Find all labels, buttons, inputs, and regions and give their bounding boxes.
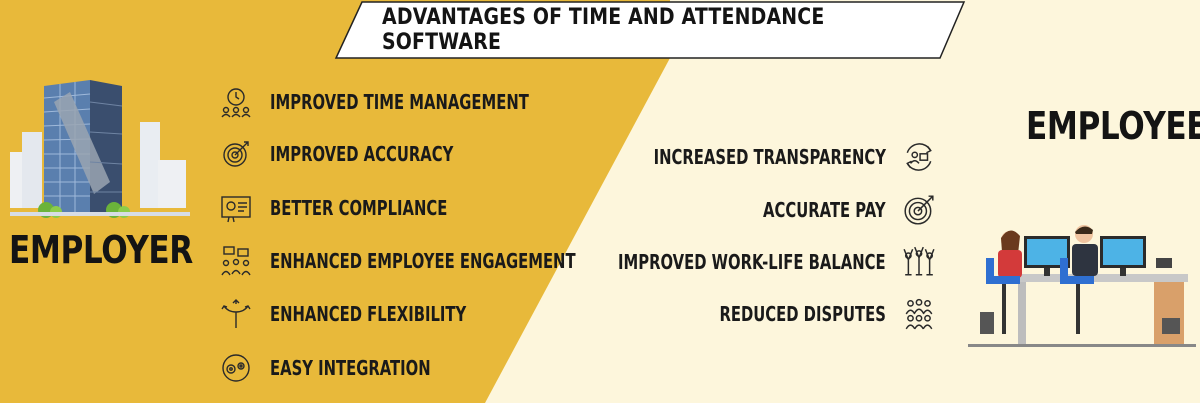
list-item: EASY INTEGRATION <box>220 346 560 390</box>
person-cycle-icon <box>902 140 936 174</box>
list-item: BETTER COMPLIANCE <box>220 186 560 230</box>
gears-icon <box>220 352 252 384</box>
list-item: ACCURATE PAY <box>506 188 936 232</box>
list-item: IMPROVED WORK-LIFE BALANCE <box>506 240 936 284</box>
employee-heading: EMPLOYEE <box>1026 104 1200 148</box>
list-item-label: IMPROVED ACCURACY <box>270 142 454 166</box>
group-chat-icon <box>220 245 252 277</box>
employer-heading: EMPLOYER <box>9 228 193 272</box>
list-item: REDUCED DISPUTES <box>506 292 936 336</box>
list-item-label: EASY INTEGRATION <box>270 356 431 380</box>
list-item: IMPROVED ACCURACY <box>220 132 560 176</box>
list-item: IMPROVED TIME MANAGEMENT <box>220 80 560 124</box>
cheering-people-icon <box>902 245 936 279</box>
list-item-label: ENHANCED EMPLOYEE ENGAGEMENT <box>270 249 576 273</box>
target-icon <box>902 193 936 227</box>
people-group-icon <box>902 297 936 331</box>
title-banner <box>334 1 966 59</box>
page-title: ADVANTAGES OF TIME AND ATTENDANCE SOFTWA… <box>382 5 825 55</box>
title-banner-shape <box>334 1 966 59</box>
list-item-label: ACCURATE PAY <box>763 198 886 222</box>
list-item-label: IMPROVED TIME MANAGEMENT <box>270 90 529 114</box>
target-icon <box>220 138 252 170</box>
team-clock-icon <box>220 86 252 118</box>
list-item-label: BETTER COMPLIANCE <box>270 196 448 220</box>
left-panel <box>0 0 670 403</box>
list-item-label: REDUCED DISPUTES <box>719 302 886 326</box>
list-item: INCREASED TRANSPARENCY <box>506 135 936 179</box>
list-item-label: ENHANCED FLEXIBILITY <box>270 302 467 326</box>
split-arrows-icon <box>220 298 252 330</box>
building-illustration <box>10 80 190 218</box>
office-workers-illustration <box>968 225 1196 347</box>
list-item: ENHANCED FLEXIBILITY <box>220 292 560 336</box>
certificate-icon <box>220 192 252 224</box>
list-item: ENHANCED EMPLOYEE ENGAGEMENT <box>220 239 576 283</box>
list-item-label: INCREASED TRANSPARENCY <box>653 145 886 169</box>
list-item-label: IMPROVED WORK-LIFE BALANCE <box>618 250 886 274</box>
